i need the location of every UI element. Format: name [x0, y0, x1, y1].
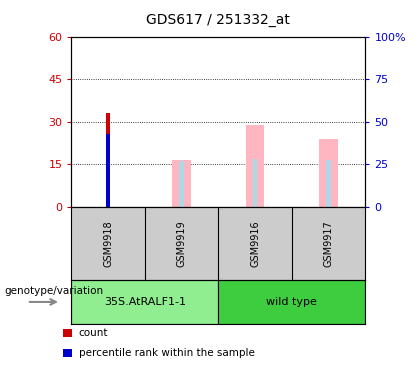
Bar [218, 280, 365, 324]
Bar [71, 280, 218, 324]
Bar [320, 139, 338, 207]
Bar [106, 113, 110, 207]
Text: GDS617 / 251332_at: GDS617 / 251332_at [147, 13, 290, 27]
Text: GSM9918: GSM9918 [103, 220, 113, 267]
Bar [253, 158, 257, 207]
Text: GSM9919: GSM9919 [177, 220, 186, 267]
Text: 35S.AtRALF1-1: 35S.AtRALF1-1 [104, 297, 186, 307]
Text: GSM9916: GSM9916 [250, 220, 260, 267]
Text: count: count [79, 328, 108, 338]
Bar [326, 160, 331, 207]
Text: GSM9917: GSM9917 [324, 220, 333, 267]
Text: percentile rank within the sample: percentile rank within the sample [79, 348, 255, 358]
Bar [173, 160, 191, 207]
Bar [106, 134, 110, 207]
Text: wild type: wild type [266, 297, 318, 307]
Bar [179, 161, 184, 207]
Text: genotype/variation: genotype/variation [4, 286, 103, 296]
Bar [246, 124, 264, 207]
